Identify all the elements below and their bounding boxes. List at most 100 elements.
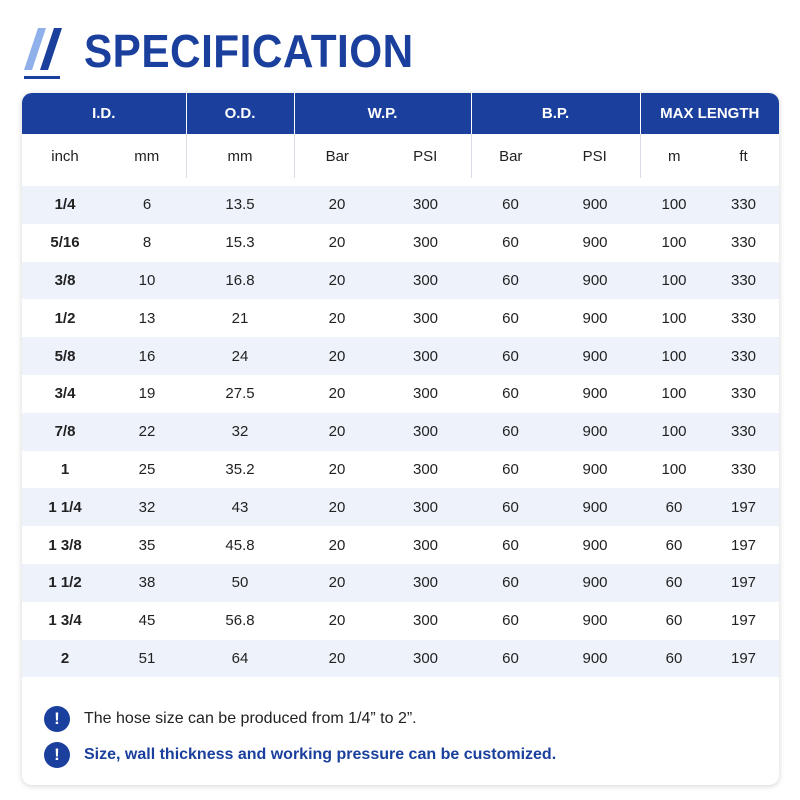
table-cell: 13.5 <box>186 186 294 224</box>
table-cell: 197 <box>708 601 779 640</box>
table-cell: 60 <box>471 374 550 413</box>
table-cell: 900 <box>550 601 640 640</box>
table-cell: 60 <box>640 563 708 602</box>
note-size-range: ! The hose size can be produced from 1/4… <box>44 705 417 733</box>
table-cell: 197 <box>708 488 779 527</box>
table-cell: 60 <box>640 601 708 640</box>
table-body: 1/4 6 13.5 20 300 60 900 100 330 5/16 8 15.3 20 300 60… <box>22 178 779 678</box>
table-row: 1 1/4 32 43 20 300 60 900 60 197 <box>22 488 779 527</box>
table-row: 1 25 35.2 20 300 60 900 100 330 <box>22 450 779 489</box>
table-cell: 22 <box>108 412 186 451</box>
table-cell: 330 <box>708 450 779 489</box>
table-cell: 900 <box>550 526 640 564</box>
group-header-i-d: I.D. <box>22 93 187 134</box>
table-cell: 1/2 <box>22 299 108 338</box>
table-cell: 330 <box>708 337 779 375</box>
group-header-w-p: W.P. <box>294 93 472 134</box>
table-cell: 100 <box>640 374 708 413</box>
table-cell: 100 <box>640 186 708 224</box>
table-row: 3/4 19 27.5 20 300 60 900 100 330 <box>22 374 779 413</box>
table-cell: 20 <box>294 299 380 338</box>
table-cell: 197 <box>708 526 779 564</box>
table-cell: 900 <box>550 450 640 489</box>
table-row: 1/2 13 21 20 300 60 900 100 330 <box>22 299 779 338</box>
table-cell: 1 <box>22 450 108 489</box>
table-cell: 50 <box>186 563 294 602</box>
table-cell: 900 <box>550 223 640 262</box>
exclamation-icon: ! <box>44 742 70 768</box>
table-cell: 45.8 <box>186 526 294 564</box>
table-cell: 900 <box>550 563 640 602</box>
table-row: 1 3/4 45 56.8 20 300 60 900 60 197 <box>22 601 779 640</box>
table-cell: 7/8 <box>22 412 108 451</box>
table-row: 5/16 8 15.3 20 300 60 900 100 330 <box>22 223 779 262</box>
table-cell: 330 <box>708 374 779 413</box>
table-cell: 20 <box>294 601 380 640</box>
spec-table: I.D. O.D. W.P. B.P. MAX LENGTH inch mm mm Bar PS… <box>22 93 779 678</box>
table-cell: 10 <box>108 261 186 300</box>
unit-header: mm <box>186 134 295 178</box>
table-cell: 60 <box>471 526 550 564</box>
table-cell: 20 <box>294 337 380 375</box>
table-row: 2 51 64 20 300 60 900 60 197 <box>22 639 779 678</box>
table-cell: 330 <box>708 223 779 262</box>
table-row: 3/8 10 16.8 20 300 60 900 100 330 <box>22 261 779 300</box>
table-cell: 60 <box>471 488 550 527</box>
table-cell: 60 <box>471 450 550 489</box>
table-cell: 60 <box>471 299 550 338</box>
unit-header: inch <box>22 134 108 178</box>
table-cell: 3/4 <box>22 374 108 413</box>
table-cell: 300 <box>380 450 471 489</box>
table-cell: 60 <box>471 223 550 262</box>
note-text: Size, wall thickness and working pressur… <box>84 746 557 763</box>
table-cell: 330 <box>708 299 779 338</box>
table-cell: 60 <box>471 412 550 451</box>
table-cell: 35.2 <box>186 450 294 489</box>
table-cell: 2 <box>22 639 108 678</box>
table-cell: 197 <box>708 639 779 678</box>
table-cell: 20 <box>294 186 380 224</box>
table-cell: 60 <box>471 639 550 678</box>
table-cell: 900 <box>550 186 640 224</box>
table-row: 1 1/2 38 50 20 300 60 900 60 197 <box>22 563 779 602</box>
table-cell: 20 <box>294 261 380 300</box>
exclamation-icon: ! <box>44 706 70 732</box>
table-cell: 330 <box>708 412 779 451</box>
table-cell: 20 <box>294 412 380 451</box>
table-cell: 900 <box>550 488 640 527</box>
table-cell: 1 1/2 <box>22 563 108 602</box>
table-cell: 38 <box>108 563 186 602</box>
table-cell: 900 <box>550 261 640 300</box>
table-cell: 60 <box>640 526 708 564</box>
table-cell: 60 <box>471 601 550 640</box>
table-cell: 60 <box>471 261 550 300</box>
table-cell: 8 <box>108 223 186 262</box>
table-cell: 6 <box>108 186 186 224</box>
unit-header: ft <box>708 134 779 178</box>
table-cell: 900 <box>550 639 640 678</box>
table-cell: 20 <box>294 488 380 527</box>
table-cell: 3/8 <box>22 261 108 300</box>
table-cell: 300 <box>380 639 471 678</box>
table-cell: 1 1/4 <box>22 488 108 527</box>
unit-header: PSI <box>550 134 641 178</box>
unit-header-row: inch mm mm Bar PSI Bar PSI m ft <box>22 134 779 178</box>
table-row: 5/8 16 24 20 300 60 900 100 330 <box>22 337 779 375</box>
unit-header: Bar <box>294 134 380 178</box>
table-cell: 5/16 <box>22 223 108 262</box>
table-cell: 51 <box>108 639 186 678</box>
table-cell: 300 <box>380 563 471 602</box>
table-cell: 43 <box>186 488 294 527</box>
table-cell: 1 3/8 <box>22 526 108 564</box>
table-row: 1 3/8 35 45.8 20 300 60 900 60 197 <box>22 526 779 564</box>
table-cell: 5/8 <box>22 337 108 375</box>
table-cell: 20 <box>294 639 380 678</box>
table-cell: 300 <box>380 223 471 262</box>
group-header-b-p: B.P. <box>471 93 641 134</box>
table-cell: 300 <box>380 412 471 451</box>
table-cell: 13 <box>108 299 186 338</box>
group-header-max-length: MAX LENGTH <box>640 93 779 134</box>
table-cell: 100 <box>640 450 708 489</box>
table-row: 7/8 22 32 20 300 60 900 100 330 <box>22 412 779 451</box>
table-cell: 60 <box>640 639 708 678</box>
